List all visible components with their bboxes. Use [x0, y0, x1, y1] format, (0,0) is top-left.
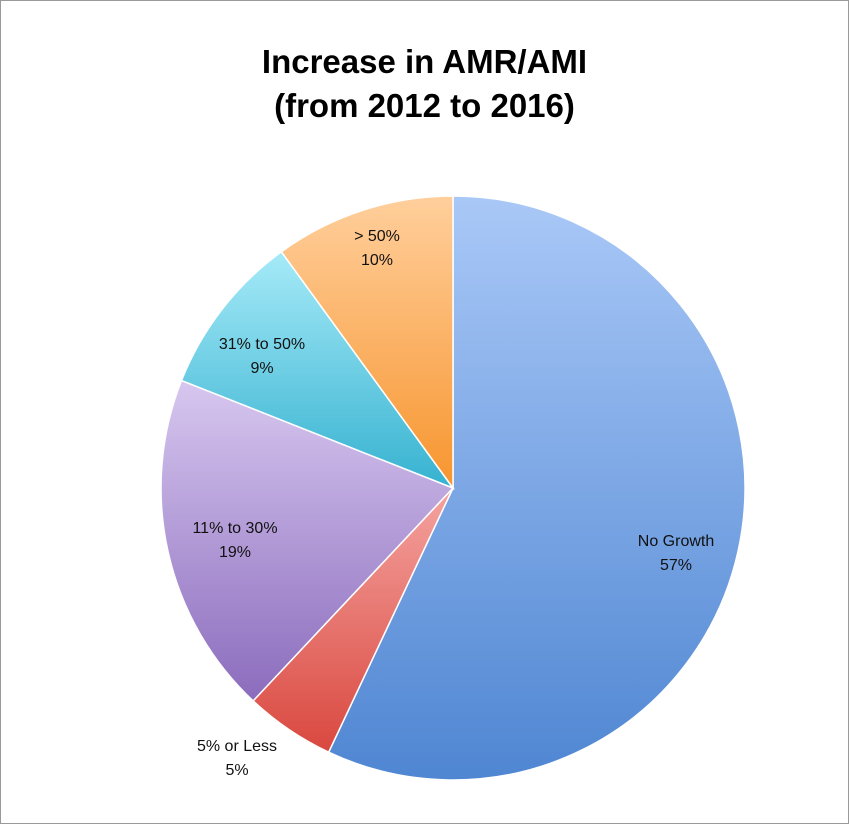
slice-label-percent-3: 9% [250, 360, 273, 377]
slice-label-percent-0: 57% [660, 557, 692, 574]
slice-label-0: No Growth 57% [638, 533, 714, 574]
pie-slice-0 [327, 195, 746, 781]
slice-label-category-2: 11% to 30% [192, 520, 277, 537]
slice-label-2: 11% to 30% 19% [192, 520, 277, 561]
slice-label-category-4: > 50% [354, 228, 400, 245]
pie-slice-3 [180, 250, 456, 490]
slice-label-4: > 50% 10% [354, 228, 400, 269]
slice-label-category-3: 31% to 50% [219, 336, 305, 353]
chart-title: Increase in AMR/AMI (from 2012 to 2016) [0, 40, 849, 128]
slice-label-percent-2: 19% [219, 544, 251, 561]
slice-label-category-0: No Growth [638, 533, 714, 550]
pie-slice-2 [160, 379, 455, 702]
slice-label-category-1: 5% or Less [197, 738, 277, 755]
slice-label-1: 5% or Less 5% [197, 738, 277, 779]
slice-label-percent-4: 10% [361, 252, 393, 269]
chart-title-line-1: Increase in AMR/AMI [261, 43, 588, 80]
pie-slice-4 [280, 195, 454, 491]
slice-label-percent-1: 5% [225, 762, 248, 779]
slice-label-3: 31% to 50% 9% [219, 336, 305, 377]
chart-title-line-2: (from 2012 to 2016) [274, 87, 575, 124]
